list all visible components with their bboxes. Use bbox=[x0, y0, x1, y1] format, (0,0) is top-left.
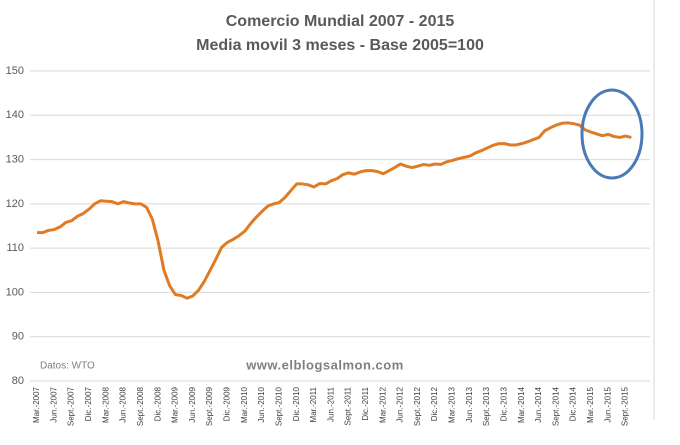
x-tick-label: Dic.-2010 bbox=[292, 386, 301, 421]
x-tick-label: Jun.-2013 bbox=[465, 386, 474, 422]
watermark: www.elblogsalmon.com bbox=[245, 357, 404, 372]
x-tick-label: Mar.-2008 bbox=[101, 386, 110, 423]
x-tick-label: Sept.-2011 bbox=[344, 386, 353, 425]
y-tick-label: 140 bbox=[6, 109, 24, 121]
x-tick-label: Mar.-2010 bbox=[240, 386, 249, 423]
y-tick-label: 100 bbox=[6, 286, 24, 298]
x-tick-label: Mar.-2015 bbox=[586, 386, 595, 423]
x-tick-label: Dic.-2013 bbox=[499, 386, 508, 421]
chart-title: Comercio Mundial 2007 - 2015 bbox=[226, 13, 455, 30]
x-tick-label: Mar.-2013 bbox=[448, 386, 457, 423]
highlight-ellipse bbox=[580, 88, 644, 180]
x-tick-label: Dic.-2012 bbox=[430, 386, 439, 421]
y-tick-label: 110 bbox=[6, 242, 24, 254]
y-tick-label: 150 bbox=[6, 65, 24, 77]
source-note: Datos: WTO bbox=[40, 361, 95, 372]
x-tick-label: Dic.-2007 bbox=[84, 386, 93, 421]
x-tick-label: Mar.-2009 bbox=[171, 386, 180, 423]
x-tick-label: Jun.-2012 bbox=[396, 386, 405, 422]
x-tick-label: Dic.-2011 bbox=[361, 386, 370, 420]
x-tick-label: Jun.-2008 bbox=[119, 386, 128, 422]
x-tick-label: Sept.-2010 bbox=[274, 386, 283, 426]
x-tick-label: Jun.-2009 bbox=[188, 386, 197, 422]
x-tick-label: Sept.-2008 bbox=[136, 386, 145, 426]
chart-subtitle: Media movil 3 meses - Base 2005=100 bbox=[196, 37, 484, 54]
y-tick-label: 90 bbox=[12, 331, 24, 343]
x-tick-label: Mar.-2014 bbox=[517, 386, 526, 423]
x-tick-label: Dic.-2009 bbox=[223, 386, 232, 421]
x-tick-label: Mar.-2011 bbox=[309, 386, 318, 422]
x-tick-label: Jun.-2014 bbox=[534, 386, 543, 422]
x-tick-label: Mar.-2007 bbox=[32, 386, 41, 423]
data-line bbox=[37, 121, 632, 300]
x-tick-label: Dic.-2014 bbox=[569, 386, 578, 421]
y-tick-label: 80 bbox=[12, 375, 24, 387]
x-tick-label: Sept.-2012 bbox=[413, 386, 422, 426]
x-tick-label: Dic.-2008 bbox=[153, 386, 162, 421]
x-tick-label: Jun.-2011 bbox=[326, 386, 335, 422]
x-tick-label: Sept.-2014 bbox=[551, 386, 560, 426]
x-tick-label: Jun.-2007 bbox=[49, 386, 58, 422]
x-tick-label: Sept.-2015 bbox=[621, 386, 630, 426]
x-tick-label: Jun.-2010 bbox=[257, 386, 266, 422]
x-tick-label: Sept.-2009 bbox=[205, 386, 214, 426]
x-tick-label: Sept.-2013 bbox=[482, 386, 491, 426]
y-tick-label: 120 bbox=[6, 198, 24, 210]
y-tick-label: 130 bbox=[6, 153, 24, 165]
x-tick-label: Sept.-2007 bbox=[67, 386, 76, 426]
x-tick-label: Mar.-2012 bbox=[378, 386, 387, 423]
x-tick-label: Jun.-2015 bbox=[603, 386, 612, 422]
